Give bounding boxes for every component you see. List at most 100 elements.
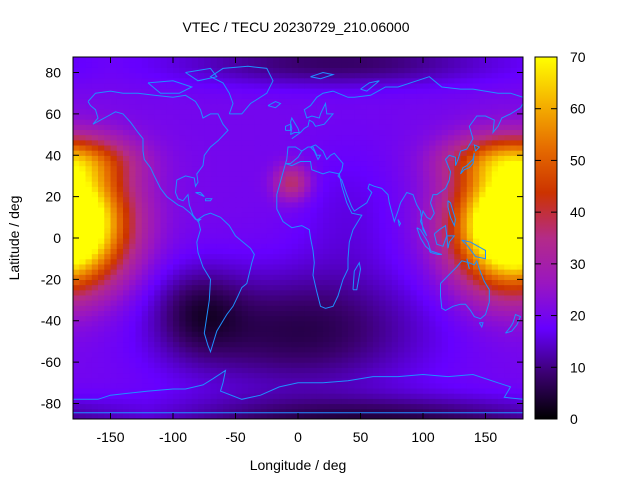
heatmap-cell xyxy=(241,284,249,291)
heatmap-cell xyxy=(429,253,437,260)
heatmap-cell xyxy=(341,408,349,415)
heatmap-cell xyxy=(360,119,368,125)
heatmap-cell xyxy=(329,119,337,125)
heatmap-cell xyxy=(141,243,149,249)
heatmap-cell xyxy=(166,206,174,213)
heatmap-cell xyxy=(366,310,374,317)
heatmap-cell xyxy=(354,72,362,79)
heatmap-cell xyxy=(485,175,493,182)
heatmap-cell xyxy=(248,201,255,208)
heatmap-cell xyxy=(341,67,349,74)
heatmap-cell xyxy=(154,367,162,374)
heatmap-cell xyxy=(185,175,193,182)
heatmap-cell xyxy=(223,325,230,332)
heatmap-cell xyxy=(329,134,337,141)
heatmap-cell xyxy=(448,144,455,151)
heatmap-cell xyxy=(510,186,518,193)
heatmap-cell xyxy=(85,305,93,311)
heatmap-cell xyxy=(498,201,505,208)
heatmap-cell xyxy=(491,227,499,234)
heatmap-cell xyxy=(123,119,130,125)
heatmap-cell xyxy=(323,346,330,353)
heatmap-cell xyxy=(216,248,224,255)
heatmap-cell xyxy=(135,57,143,63)
heatmap-cell xyxy=(210,372,218,379)
heatmap-cell xyxy=(373,310,380,317)
heatmap-cell xyxy=(98,253,105,260)
heatmap-cell xyxy=(204,315,212,322)
heatmap-cell xyxy=(260,253,268,260)
heatmap-cell xyxy=(385,72,393,79)
heatmap-cell xyxy=(360,356,368,363)
heatmap-cell xyxy=(223,119,230,125)
heatmap-cell xyxy=(248,341,255,348)
heatmap-cell xyxy=(191,72,199,79)
heatmap-cell xyxy=(266,341,274,348)
heatmap-cell xyxy=(279,320,287,327)
heatmap-cell xyxy=(323,232,330,239)
heatmap-cell xyxy=(379,160,387,167)
heatmap-cell xyxy=(348,93,355,99)
heatmap-cell xyxy=(166,300,174,306)
heatmap-cell xyxy=(229,305,237,311)
heatmap-cell xyxy=(479,196,487,203)
heatmap-cell xyxy=(366,222,374,229)
heatmap-cell xyxy=(404,393,412,399)
heatmap-cell xyxy=(316,206,324,213)
heatmap-cell xyxy=(129,289,137,296)
heatmap-cell xyxy=(391,372,399,379)
heatmap-cell xyxy=(166,289,174,296)
heatmap-cell xyxy=(291,175,299,182)
heatmap-cell xyxy=(454,175,462,182)
heatmap-cell xyxy=(504,150,512,156)
heatmap-cell xyxy=(110,134,118,141)
heatmap-cell xyxy=(148,212,155,218)
heatmap-cell xyxy=(279,67,287,74)
heatmap-cell xyxy=(135,351,143,358)
heatmap-cell xyxy=(223,217,230,224)
heatmap-cell xyxy=(341,62,349,68)
heatmap-cell xyxy=(210,139,218,146)
heatmap-cell xyxy=(391,139,399,146)
heatmap-cell xyxy=(335,88,343,94)
heatmap-cell xyxy=(148,279,155,286)
heatmap-cell xyxy=(104,362,112,368)
heatmap-cell xyxy=(98,269,105,275)
heatmap-cell xyxy=(354,413,362,419)
heatmap-cell xyxy=(510,62,518,68)
heatmap-cell xyxy=(416,108,424,115)
heatmap-cell xyxy=(298,279,305,286)
heatmap-cell xyxy=(110,269,118,275)
heatmap-cell xyxy=(79,103,87,110)
heatmap-cell xyxy=(441,310,449,317)
heatmap-cell xyxy=(98,238,105,244)
heatmap-cell xyxy=(466,346,474,353)
heatmap-cell xyxy=(204,289,212,296)
heatmap-cell xyxy=(260,367,268,374)
heatmap-cell xyxy=(323,294,330,301)
heatmap-cell xyxy=(404,269,412,275)
heatmap-cell xyxy=(229,232,237,239)
heatmap-cell xyxy=(266,372,274,379)
heatmap-cell xyxy=(429,367,437,374)
heatmap-cell xyxy=(366,289,374,296)
heatmap-cell xyxy=(191,372,199,379)
heatmap-cell xyxy=(266,377,274,384)
heatmap-cell xyxy=(404,82,412,89)
heatmap-cell xyxy=(460,289,468,296)
heatmap-cell xyxy=(441,258,449,265)
heatmap-cell xyxy=(373,170,380,177)
heatmap-cell xyxy=(366,331,374,337)
heatmap-cell xyxy=(354,393,362,399)
heatmap-cell xyxy=(166,139,174,146)
heatmap-cell xyxy=(416,144,424,151)
heatmap-cell xyxy=(398,175,405,182)
heatmap-cell xyxy=(73,232,80,239)
heatmap-cell xyxy=(348,269,355,275)
heatmap-cell xyxy=(316,201,324,208)
heatmap-cell xyxy=(410,212,418,218)
heatmap-cell xyxy=(385,263,393,270)
heatmap-cell xyxy=(504,362,512,368)
heatmap-cell xyxy=(98,119,105,125)
heatmap-cell xyxy=(435,300,443,306)
